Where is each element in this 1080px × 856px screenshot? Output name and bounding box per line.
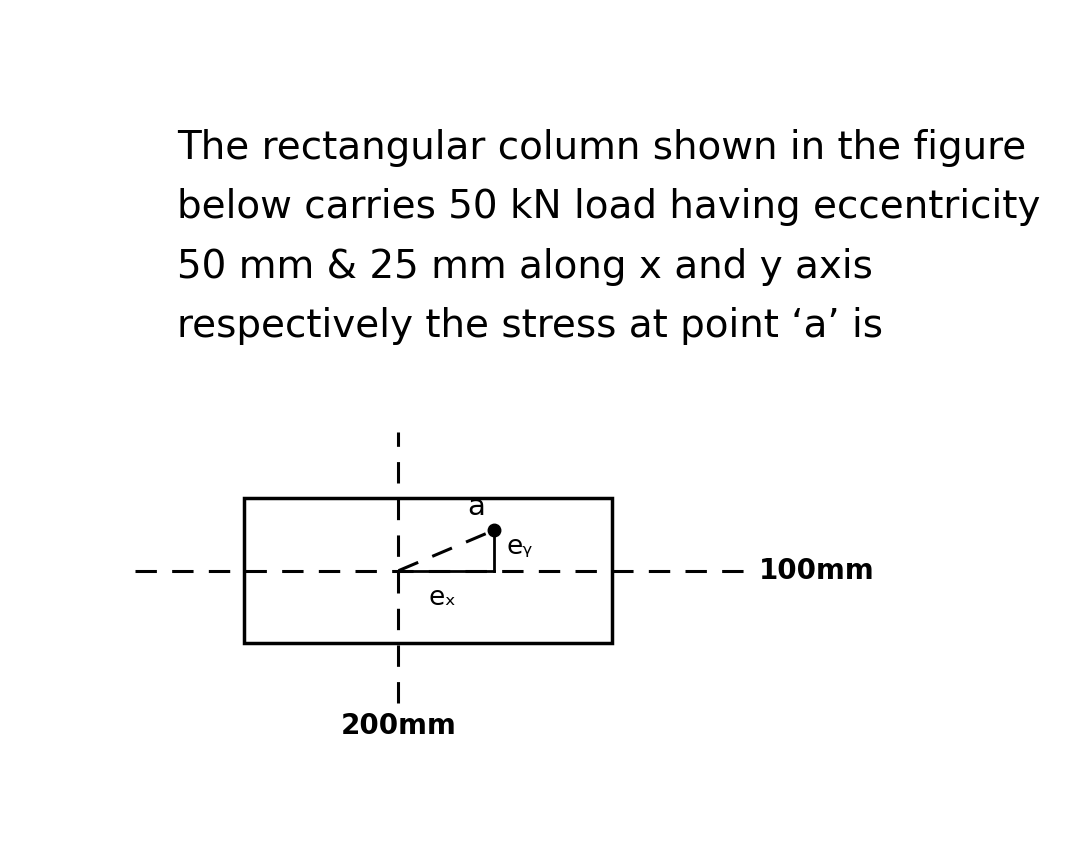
Text: 100mm: 100mm <box>758 556 875 585</box>
Text: 50 mm & 25 mm along x and y axis: 50 mm & 25 mm along x and y axis <box>177 247 873 286</box>
Text: respectively the stress at point ‘a’ is: respectively the stress at point ‘a’ is <box>177 307 882 345</box>
Text: eₓ: eₓ <box>428 586 456 611</box>
Text: The rectangular column shown in the figure: The rectangular column shown in the figu… <box>177 129 1026 167</box>
Text: below carries 50 kN load having eccentricity: below carries 50 kN load having eccentri… <box>177 188 1040 226</box>
Text: 200mm: 200mm <box>340 712 457 740</box>
Text: eᵧ: eᵧ <box>507 534 534 560</box>
Text: a: a <box>467 493 485 520</box>
Bar <box>244 498 612 643</box>
